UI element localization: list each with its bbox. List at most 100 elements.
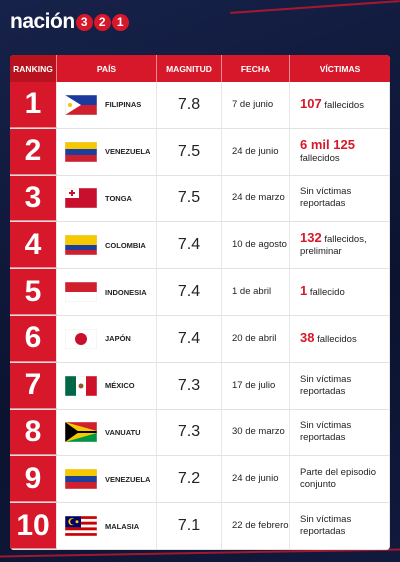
victims-text: Parte del episodio conjunto [300, 467, 377, 491]
magnitude: 7.1 [157, 503, 222, 549]
logo: nación 3 2 1 [10, 10, 129, 34]
flag [65, 94, 97, 115]
country-cell: JAPÓN [57, 315, 157, 362]
column-header: PAÍS [57, 55, 157, 82]
country-name: FILIPINAS [105, 100, 142, 110]
rank: 4 [10, 222, 57, 269]
victims-text: fallecidos [300, 152, 340, 164]
logo-digit: 1 [111, 13, 129, 31]
flag [65, 282, 97, 303]
victims: 132 fallecidos, preliminar [290, 230, 389, 258]
victims-cell: 1 fallecido [290, 269, 390, 315]
table-row: 10 MALASIA 7.1 22 de febrero Sin víctimas re… [10, 503, 390, 550]
victims: Sin víctimas reportadas [290, 514, 389, 538]
victims-count: 38 [300, 329, 315, 345]
victims-text: fallecido [309, 287, 345, 299]
magnitude: 7.3 [157, 409, 222, 456]
victims: 6 mil 125 fallecidos [290, 136, 389, 165]
country-name: VENEZUELA [105, 474, 151, 484]
victims-text: fallecidos [317, 333, 357, 345]
rank: 10 [10, 503, 57, 549]
table-header: RANKING PAÍS MAGNITUD FECHA VÍCTIMAS [10, 55, 390, 82]
victims-text: Sin víctimas reportadas [300, 186, 352, 210]
rank: 3 [10, 175, 57, 222]
magnitude: 7.4 [157, 269, 222, 315]
country-name: INDONESIA [105, 287, 147, 297]
table-row: 7 MÉXICO 7.3 17 de julio Sin víctimas report… [10, 362, 390, 410]
date: 24 de junio [222, 128, 290, 175]
brand: nación [10, 10, 75, 33]
date: 30 de marzo [222, 409, 290, 456]
flag [65, 141, 97, 162]
magnitude: 7.3 [157, 362, 222, 409]
table-row: 9 VENEZUELA 7.2 24 de junio Parte del episod… [10, 456, 390, 504]
flag [65, 328, 97, 349]
country-name: TONGA [105, 193, 132, 203]
rank: 1 [10, 82, 57, 128]
table-row: 1 FILIPINAS 7.8 7 de junio 107 fallecidos [10, 82, 390, 129]
magnitude: 7.4 [157, 315, 222, 362]
table-row: 3 TONGA 7.5 24 de marzo Sin víctimas reporta… [10, 175, 390, 223]
victims-cell: 38 fallecidos [290, 315, 390, 362]
date: 10 de agosto [222, 222, 290, 269]
victims-count: 132 [300, 230, 322, 246]
victims-cell: 132 fallecidos, preliminar [290, 222, 390, 269]
flag [65, 422, 97, 443]
country-name: COLOMBIA [105, 240, 146, 250]
column-header: FECHA [222, 55, 290, 82]
table-row: 6 JAPÓN 7.4 20 de abril 38 fallecidos [10, 315, 390, 363]
victims-cell: Sin víctimas reportadas [290, 503, 390, 549]
country-name: VANUATU [105, 427, 141, 437]
date: 1 de abril [222, 269, 290, 315]
flag [65, 516, 97, 537]
victims-cell: Sin víctimas reportadas [290, 409, 390, 456]
magnitude: 7.4 [157, 222, 222, 269]
logo-digit: 2 [93, 13, 111, 31]
victims: Parte del episodio conjunto [290, 467, 389, 491]
country-cell: FILIPINAS [57, 82, 157, 128]
victims-count: 1 [300, 283, 308, 299]
date: 24 de junio [222, 456, 290, 503]
country-cell: VANUATU [57, 409, 157, 456]
date: 7 de junio [222, 82, 290, 128]
column-header: MAGNITUD [157, 55, 222, 82]
flag [65, 188, 97, 209]
victims-text: fallecidos, preliminar [300, 234, 367, 258]
country-cell: VENEZUELA [57, 456, 157, 503]
victims-cell: 107 fallecidos [290, 82, 390, 128]
rank: 9 [10, 456, 57, 503]
victims-count: 6 mil 125 [300, 136, 355, 152]
country-cell: TONGA [57, 175, 157, 222]
country-name: VENEZUELA [105, 147, 151, 157]
country-cell: COLOMBIA [57, 222, 157, 269]
magnitude: 7.2 [157, 456, 222, 503]
table-row: 5 INDONESIA 7.4 1 de abril 1 fallecido [10, 269, 390, 316]
victims-text: Sin víctimas reportadas [300, 514, 352, 538]
victims-text: Sin víctimas reportadas [300, 420, 352, 444]
rank: 5 [10, 269, 57, 315]
date: 20 de abril [222, 315, 290, 362]
victims-cell: Parte del episodio conjunto [290, 456, 390, 503]
date: 17 de julio [222, 362, 290, 409]
country-cell: MALASIA [57, 503, 157, 549]
victims-text: fallecidos [324, 99, 364, 111]
victims: 107 fallecidos [290, 95, 368, 112]
victims: 38 fallecidos [290, 329, 361, 346]
date: 22 de febrero [222, 503, 290, 549]
column-header: VÍCTIMAS [319, 63, 361, 74]
rank: 8 [10, 409, 57, 456]
victims-cell: 6 mil 125 fallecidos [290, 128, 390, 175]
country-name: MÉXICO [105, 381, 135, 391]
rank: 2 [10, 128, 57, 175]
victims-text: Sin víctimas reportadas [300, 373, 352, 397]
ranking-table: RANKING PAÍS MAGNITUD FECHA VÍCTIMAS 1 FILIPI… [10, 55, 390, 550]
victims: Sin víctimas reportadas [290, 420, 389, 444]
country-cell: MÉXICO [57, 362, 157, 409]
victims-count: 107 [300, 95, 322, 111]
flag [65, 235, 97, 256]
flag [65, 375, 97, 396]
table-row: 8 VANUATU 7.3 30 de marzo Sin víctimas repor… [10, 409, 390, 457]
flag [65, 469, 97, 490]
date: 24 de marzo [222, 175, 290, 222]
